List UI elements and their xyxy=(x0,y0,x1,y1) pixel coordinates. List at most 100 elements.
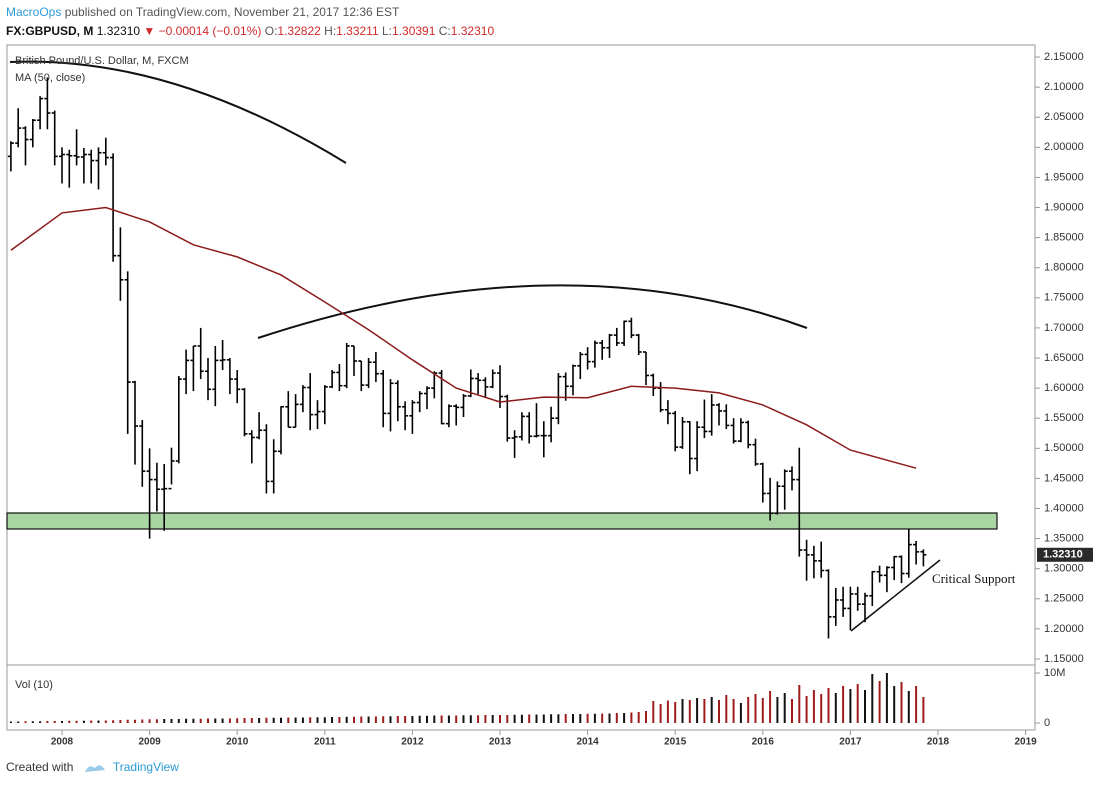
x-tick-label: 2009 xyxy=(138,737,161,748)
volume-bar xyxy=(250,718,253,723)
ohlc-bar xyxy=(285,391,292,429)
volume-bar xyxy=(557,714,560,723)
volume-bar xyxy=(287,717,290,723)
last-price-label: 1.32310 xyxy=(1043,549,1083,561)
volume-bar xyxy=(491,715,494,723)
ohlc-bar xyxy=(460,394,467,417)
ticker-line: FX:GBPUSD, M 1.32310 ▼ −0.00014 (−0.01%)… xyxy=(6,22,494,41)
ohlc-bar xyxy=(29,119,36,148)
ohlc-bar xyxy=(591,340,598,368)
volume-bar xyxy=(871,674,874,723)
x-tick-label: 2017 xyxy=(839,737,862,748)
y-tick-label: 2.00000 xyxy=(1044,141,1084,153)
volume-bar xyxy=(148,719,151,723)
ohlc-label: O: xyxy=(264,24,278,38)
ohlc-bar xyxy=(329,370,336,389)
ohlc-bar xyxy=(832,587,839,626)
ohlc-bar xyxy=(767,477,774,521)
x-tick-label: 2012 xyxy=(401,737,424,748)
ohlc-bar xyxy=(548,406,555,443)
volume-bar xyxy=(104,720,107,723)
y-tick-label: 1.60000 xyxy=(1044,382,1084,394)
ohlc-bar xyxy=(263,424,270,494)
volume-bar xyxy=(185,718,188,723)
arc-drawing xyxy=(9,60,347,164)
volume-bar xyxy=(761,698,764,723)
volume-bar xyxy=(579,714,582,723)
ohlc-bar xyxy=(248,430,255,464)
volume-bar xyxy=(426,715,428,723)
volume-bar xyxy=(520,714,523,723)
ohlc-bar xyxy=(219,339,226,371)
ohlc-bar xyxy=(321,385,328,425)
ohlc-bar xyxy=(117,227,124,301)
y-tick-label: 1.80000 xyxy=(1044,262,1084,274)
ohlc-bar xyxy=(686,421,693,475)
y-tick-label: 1.50000 xyxy=(1044,442,1084,454)
volume-bar xyxy=(199,718,202,723)
volume-bar xyxy=(659,704,662,723)
volume-bar xyxy=(316,717,319,723)
volume-bar xyxy=(61,721,63,723)
volume-bar xyxy=(528,714,531,723)
ohlc-bar xyxy=(694,421,701,472)
y-tick-label: 1.35000 xyxy=(1044,532,1084,544)
x-tick-label: 2015 xyxy=(664,737,687,748)
chart: British Pound/U.S. Dollar, M, FXCM MA (5… xyxy=(6,44,1093,748)
volume-bar xyxy=(747,697,750,723)
ohlc-bar xyxy=(497,365,503,408)
volume-bar xyxy=(608,713,611,723)
volume-bar xyxy=(637,712,640,723)
ohlc-bar xyxy=(110,153,117,262)
symbol: FX:GBPUSD, M xyxy=(6,24,94,38)
volume-bar xyxy=(688,700,691,723)
volume-bar xyxy=(207,718,209,723)
volume-bar xyxy=(236,718,239,723)
volume-bar xyxy=(499,715,501,723)
x-tick-label: 2010 xyxy=(226,737,249,748)
volume-bar xyxy=(666,700,669,723)
ma-legend: MA (50, close) xyxy=(15,72,85,84)
ohlc-bar xyxy=(810,545,817,579)
ohlc-bar xyxy=(212,345,219,407)
ohlc-bar xyxy=(482,377,489,398)
published: published on TradingView.com, November 2… xyxy=(64,5,400,19)
volume-bar xyxy=(258,718,261,723)
ohlc-bar xyxy=(59,147,65,184)
ohlc-bar xyxy=(737,418,744,443)
volume-bar xyxy=(805,696,808,723)
frame xyxy=(6,44,1036,731)
volume-bar xyxy=(68,720,71,723)
volume-bar xyxy=(112,720,115,723)
volume-bar xyxy=(17,721,20,723)
ohlc-value: 1.33211 xyxy=(336,24,379,38)
ohlc-bar xyxy=(394,380,401,422)
volume-bar xyxy=(301,717,304,723)
volume-bar xyxy=(739,703,742,723)
volume-bar xyxy=(280,717,282,723)
volume-bar xyxy=(331,717,334,723)
volume-bar xyxy=(593,713,596,723)
ohlc-bar xyxy=(701,399,708,439)
publisher[interactable]: MacroOps xyxy=(6,5,62,19)
ohlc-bar xyxy=(197,327,204,380)
volume-bar xyxy=(265,717,268,723)
volume-bar xyxy=(878,681,881,723)
ohlc-bar xyxy=(424,386,430,410)
ohlc-bar xyxy=(351,345,357,377)
ohlc-bar xyxy=(409,400,416,434)
ohlc-bar xyxy=(102,137,109,166)
ohlc-value: 1.32310 xyxy=(450,24,495,38)
y-tick-label: 1.65000 xyxy=(1044,352,1084,364)
x-tick-label: 2013 xyxy=(489,737,512,748)
volume-bar xyxy=(294,717,297,723)
ohlc-bar xyxy=(613,327,620,346)
volume-bar xyxy=(447,715,450,723)
ohlc-bar xyxy=(475,373,482,395)
ohlc-bar xyxy=(511,430,518,458)
volume-bar xyxy=(907,691,910,723)
brand[interactable]: TradingView xyxy=(112,760,179,774)
change: −0.00014 (−0.01%) xyxy=(158,24,262,38)
volume-bar xyxy=(214,718,217,723)
volume-bar xyxy=(360,716,363,723)
